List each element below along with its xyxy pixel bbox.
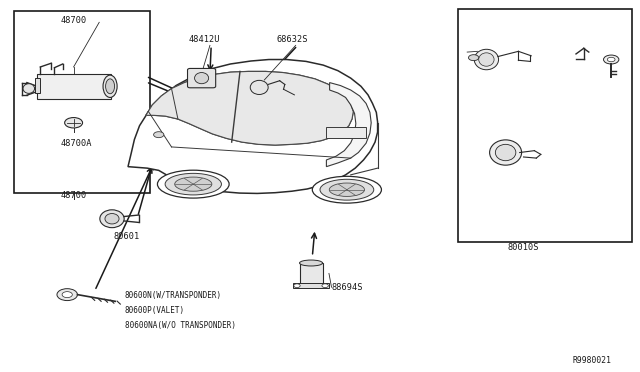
Bar: [14, 11, 150, 193]
Circle shape: [294, 284, 300, 288]
Ellipse shape: [312, 176, 381, 203]
Text: R9980021: R9980021: [573, 356, 612, 365]
Text: 80600P(VALET): 80600P(VALET): [125, 306, 185, 315]
Text: 48412U: 48412U: [189, 35, 220, 44]
Text: 48700: 48700: [61, 191, 87, 200]
Circle shape: [607, 57, 615, 62]
Ellipse shape: [23, 84, 35, 93]
Ellipse shape: [165, 173, 221, 195]
Ellipse shape: [320, 179, 374, 200]
Circle shape: [468, 55, 479, 61]
Text: 68632S: 68632S: [276, 35, 308, 44]
Text: 88694S: 88694S: [332, 283, 363, 292]
Ellipse shape: [474, 49, 499, 70]
Ellipse shape: [300, 260, 323, 266]
Polygon shape: [128, 60, 378, 193]
Bar: [458, 9, 632, 242]
Ellipse shape: [105, 214, 119, 224]
Ellipse shape: [103, 75, 117, 97]
Text: 80601: 80601: [114, 232, 140, 241]
FancyBboxPatch shape: [188, 68, 216, 88]
Ellipse shape: [329, 183, 365, 196]
Ellipse shape: [106, 79, 115, 94]
Text: 48700: 48700: [60, 16, 87, 25]
Bar: [37, 74, 111, 99]
Polygon shape: [326, 83, 371, 167]
Ellipse shape: [250, 80, 268, 94]
Polygon shape: [146, 71, 353, 145]
Circle shape: [322, 284, 328, 288]
Bar: [293, 283, 329, 288]
Circle shape: [604, 55, 619, 64]
Text: 80600N(W/TRANSPONDER): 80600N(W/TRANSPONDER): [125, 291, 222, 300]
Circle shape: [154, 132, 164, 138]
Text: 80010S: 80010S: [508, 243, 540, 252]
Ellipse shape: [195, 73, 209, 84]
Text: 48700A: 48700A: [61, 139, 92, 148]
Bar: [300, 263, 323, 285]
Ellipse shape: [157, 170, 229, 198]
Text: 80600NA(W/O TRANSPONDER): 80600NA(W/O TRANSPONDER): [125, 321, 236, 330]
Ellipse shape: [490, 140, 522, 165]
Polygon shape: [146, 71, 353, 145]
Ellipse shape: [495, 144, 516, 161]
Ellipse shape: [100, 210, 124, 228]
Ellipse shape: [175, 177, 212, 191]
Circle shape: [62, 292, 72, 298]
Bar: [35, 78, 40, 93]
Circle shape: [57, 289, 77, 301]
Bar: [326, 127, 366, 138]
Circle shape: [65, 118, 83, 128]
Ellipse shape: [479, 53, 494, 66]
